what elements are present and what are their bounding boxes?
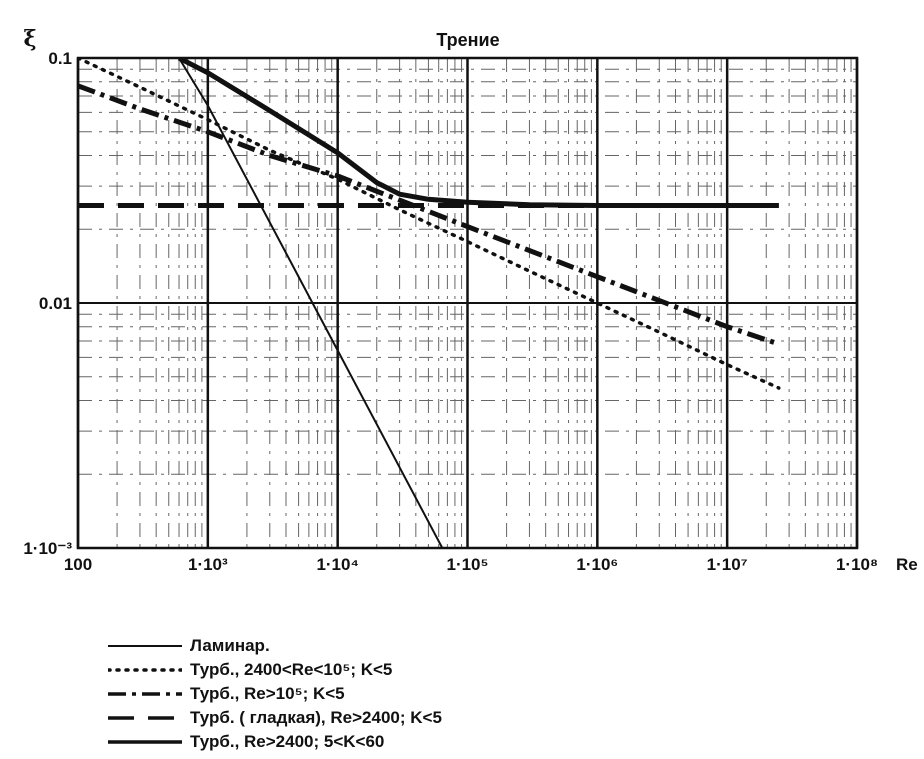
legend-item: Турб. ( гладкая), Re>2400; K<5	[108, 706, 442, 730]
series-line-1	[178, 58, 444, 548]
legend-label: Турб., Re>2400; 5<K<60	[190, 732, 385, 751]
legend-label: Турб. ( гладкая), Re>2400; K<5	[190, 708, 442, 727]
legend-item: Ламинар.	[108, 634, 442, 658]
legend-swatch	[108, 692, 182, 696]
y-tick-label: 0.1	[48, 49, 72, 68]
legend: Ламинар. Турб., 2400<Re<10⁵; K<5 Турб., Re…	[108, 634, 442, 754]
chart-title: Трение	[436, 30, 499, 50]
legend-item: Турб., Re>2400; 5<K<60	[108, 730, 442, 754]
tick-labels: 100 1·10³ 1·10⁴ 1·10⁵ 1·10⁶ 1·10⁷ 1·10⁸ 0.1 0.01…	[23, 49, 878, 574]
legend-label: Турб., Re>10⁵; K<5	[190, 684, 345, 703]
x-tick-label: 100	[64, 555, 92, 574]
y-tick-label: 1·10⁻³	[23, 539, 72, 558]
legend-swatch	[108, 716, 182, 720]
x-tick-label: 1·10⁴	[316, 555, 358, 574]
series-group	[78, 58, 781, 548]
series-line-2	[78, 58, 781, 390]
plot-frame	[76, 56, 859, 550]
x-tick-label: 1·10³	[188, 555, 228, 574]
series-layer	[78, 58, 781, 548]
series-line-3	[78, 83, 780, 347]
series-line-5	[177, 58, 779, 208]
legend-swatch	[108, 668, 182, 672]
y-axis-label: ξ	[23, 26, 36, 52]
grid	[76, 56, 859, 550]
legend-label: Ламинар.	[190, 636, 270, 655]
x-axis-label: Re	[896, 555, 918, 574]
legend-label: Турб., 2400<Re<10⁵; K<5	[190, 660, 393, 679]
legend-swatch	[108, 740, 182, 744]
x-tick-label: 1·10⁷	[707, 555, 748, 574]
legend-item: Турб., Re>10⁵; K<5	[108, 682, 442, 706]
x-tick-label: 1·10⁸	[836, 555, 878, 574]
legend-swatch	[108, 645, 182, 647]
legend-item: Турб., 2400<Re<10⁵; K<5	[108, 658, 442, 682]
x-tick-label: 1·10⁵	[446, 555, 488, 574]
y-tick-label: 0.01	[39, 294, 72, 313]
x-tick-label: 1·10⁶	[576, 555, 618, 574]
